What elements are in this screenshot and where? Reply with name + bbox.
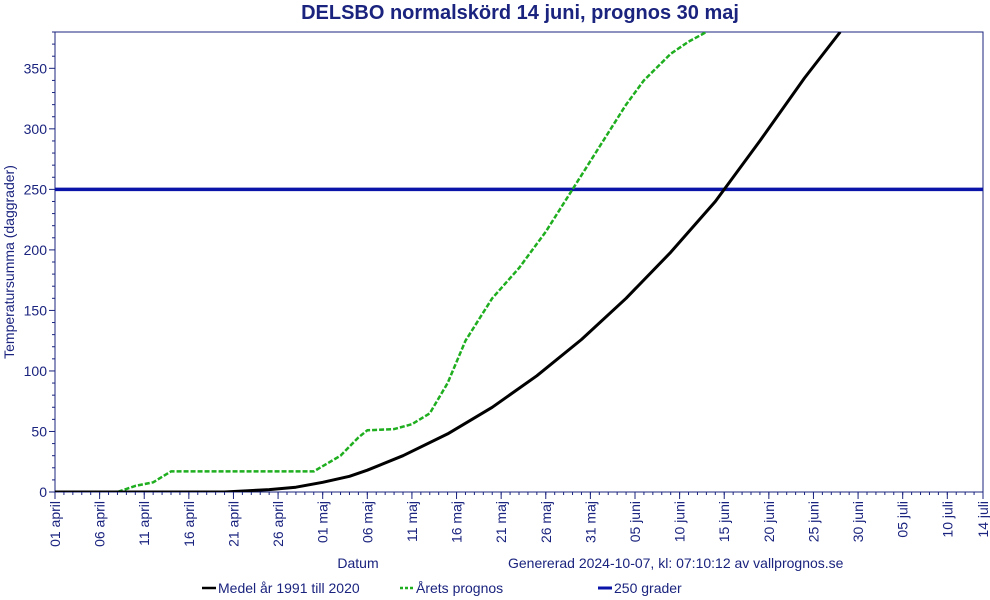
x-tick-label: 01 maj: [315, 501, 331, 543]
series-medel-line: [55, 32, 842, 492]
x-tick-label: 20 juni: [761, 501, 777, 542]
y-tick-label: 350: [24, 60, 48, 76]
chart-title: DELSBO normalskörd 14 juni, prognos 30 m…: [301, 2, 739, 24]
x-tick-label: 16 maj: [449, 501, 465, 543]
x-tick-label: 26 april: [270, 501, 286, 547]
x-tick-label: 06 maj: [359, 501, 375, 543]
x-axis-label: Datum: [337, 555, 378, 571]
legend: Medel år 1991 till 2020 Årets prognos 250 …: [202, 580, 682, 596]
legend-label: Medel år 1991 till 2020: [218, 580, 360, 596]
x-tick-label: 15 juni: [716, 501, 732, 542]
x-tick-label: 05 juli: [895, 501, 911, 538]
x-tick-label: 10 juni: [672, 501, 688, 542]
plot-area: [54, 31, 984, 493]
x-tick-label: 21 april: [225, 501, 241, 547]
series-lines: [55, 32, 983, 492]
y-tick-label: 50: [31, 423, 47, 439]
legend-label: Årets prognos: [416, 580, 503, 596]
y-tick-label: 250: [24, 181, 48, 197]
x-tick-label: 16 april: [181, 501, 197, 547]
x-axis-ticks: 01 april 06 april 11 april 16 april 21 april…: [47, 492, 990, 547]
plot-frame: [54, 31, 984, 493]
x-tick-label: 11 maj: [404, 501, 420, 542]
x-tick-label: 21 maj: [493, 501, 509, 543]
y-tick-label: 100: [24, 363, 48, 379]
y-axis-ticks: 0 50 100 150 200 250 300 350: [24, 31, 55, 500]
legend-label: 250 grader: [614, 580, 682, 596]
x-tick-label: 01 april: [47, 501, 63, 547]
x-tick-label: 25 juni: [805, 501, 821, 542]
x-tick-label: 10 juli: [939, 501, 955, 538]
generated-note: Genererad 2024-10-07, kl: 07:10:12 av va…: [508, 555, 844, 571]
x-tick-label: 26 maj: [538, 501, 554, 543]
x-tick-label: 06 april: [92, 501, 108, 547]
x-tick-label: 31 maj: [582, 501, 598, 543]
y-tick-label: 0: [39, 484, 47, 500]
x-tick-label: 14 juli: [975, 501, 990, 538]
x-tick-label: 30 juni: [850, 501, 866, 542]
y-tick-label: 150: [24, 302, 48, 318]
x-tick-label: 05 juni: [627, 501, 643, 542]
y-axis-label: Temperatursumma (daggrader): [1, 165, 17, 359]
y-tick-label: 300: [24, 121, 48, 137]
series-prognos-line: [55, 32, 707, 492]
y-tick-label: 200: [24, 242, 48, 258]
x-tick-label: 11 april: [136, 501, 152, 546]
